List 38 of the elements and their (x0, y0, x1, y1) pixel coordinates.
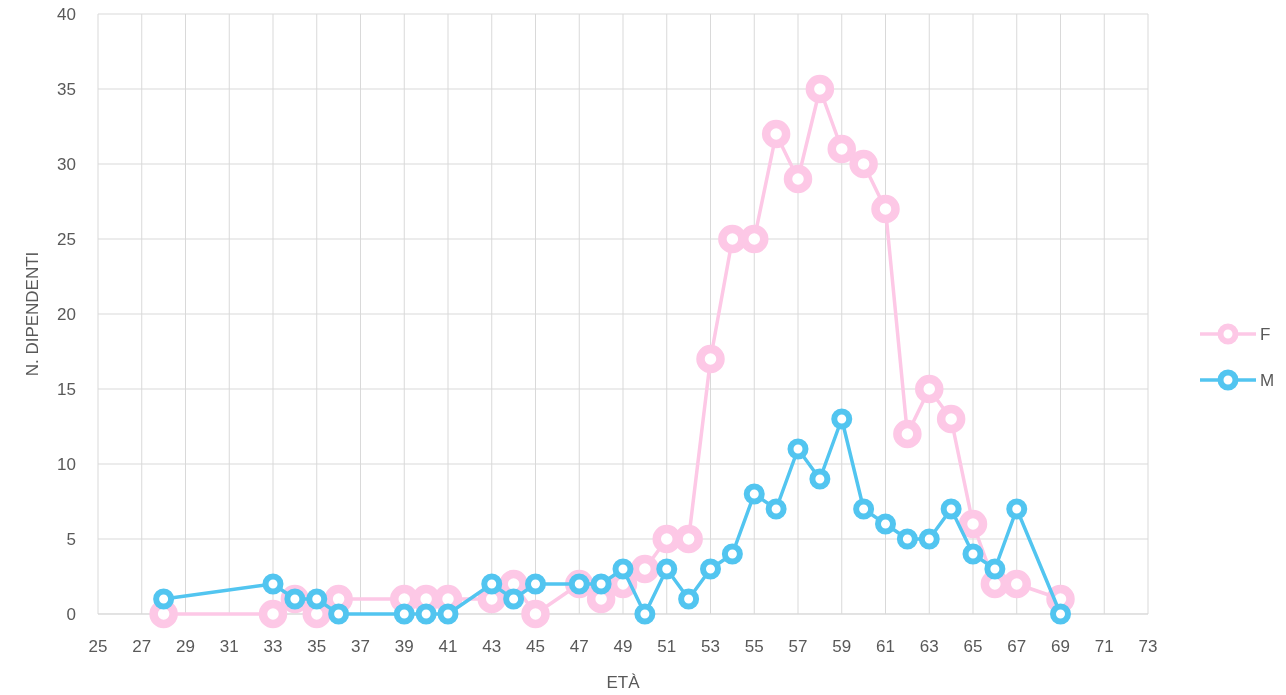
y-tick-label: 20 (57, 304, 76, 324)
x-tick-label: 39 (394, 637, 414, 656)
legend-label: M (1260, 370, 1275, 390)
x-tick-label: 41 (438, 637, 458, 656)
y-tick-label: 10 (57, 454, 76, 474)
x-tick-label: 29 (176, 637, 195, 656)
x-tick-label: 65 (963, 637, 983, 656)
x-tick-label: 37 (351, 637, 370, 656)
x-tick-label: 55 (744, 637, 764, 656)
x-tick-label: 53 (701, 637, 720, 656)
x-tick-label: 63 (919, 637, 939, 656)
x-tick-label: 45 (526, 637, 545, 656)
y-tick-label: 35 (57, 79, 76, 99)
x-tick-label: 31 (219, 637, 239, 656)
x-tick-label: 51 (657, 637, 677, 656)
y-tick-label: 0 (66, 604, 76, 624)
x-tick-label: 61 (876, 637, 895, 656)
y-tick-label: 25 (57, 229, 76, 249)
x-tick-label: 43 (482, 637, 502, 656)
x-tick-label: 33 (263, 637, 283, 656)
x-tick-label: 35 (307, 637, 327, 656)
x-tick-label: 59 (832, 637, 852, 656)
x-axis-title: ETÀ (606, 673, 641, 692)
x-tick-label: 57 (788, 637, 808, 656)
y-axis-title: N. DIPENDENTI (23, 251, 42, 377)
x-tick-label: 25 (88, 637, 108, 656)
x-tick-label: 27 (132, 637, 152, 656)
y-tick-label: 40 (57, 4, 76, 24)
x-tick-label: 69 (1051, 637, 1070, 656)
x-tick-label: 73 (1138, 637, 1158, 656)
x-tick-label: 67 (1007, 637, 1027, 656)
y-tick-label: 30 (57, 154, 76, 174)
y-tick-label: 5 (66, 529, 76, 549)
y-tick-label: 15 (57, 379, 76, 399)
x-tick-label: 71 (1094, 637, 1114, 656)
legend-label: F (1260, 324, 1271, 344)
x-tick-label: 47 (569, 637, 589, 656)
x-tick-label: 49 (613, 637, 633, 656)
